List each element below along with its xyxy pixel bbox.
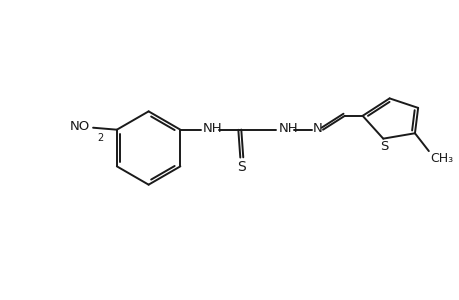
Text: CH₃: CH₃ bbox=[429, 152, 452, 165]
Text: NO: NO bbox=[70, 120, 90, 133]
Text: 2: 2 bbox=[97, 133, 103, 143]
Text: N: N bbox=[313, 122, 322, 135]
Text: NH: NH bbox=[278, 122, 297, 135]
Text: S: S bbox=[379, 140, 387, 153]
Text: S: S bbox=[237, 160, 246, 174]
Text: NH: NH bbox=[203, 122, 222, 135]
